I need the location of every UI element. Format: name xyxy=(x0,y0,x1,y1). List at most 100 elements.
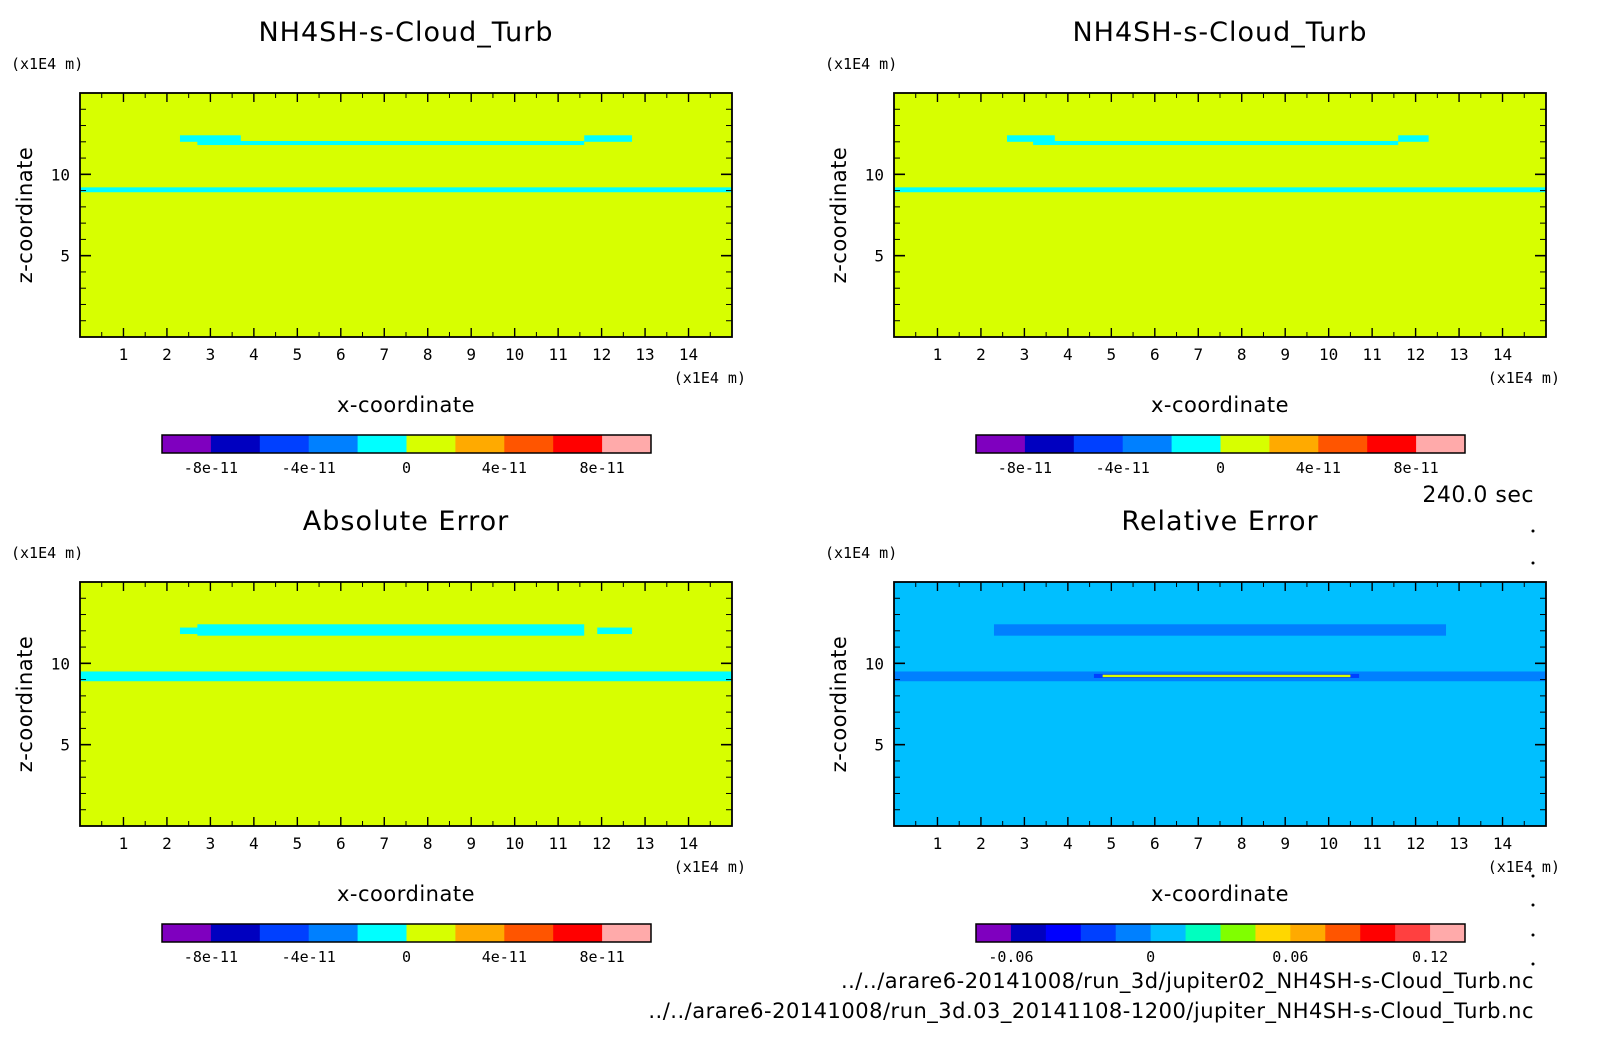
colorbar-segment xyxy=(1367,435,1417,453)
x-tick-label: 6 xyxy=(1150,345,1160,364)
contour-band xyxy=(894,187,1546,193)
x-tick-label: 14 xyxy=(679,834,698,853)
x-tick-label: 12 xyxy=(592,834,611,853)
y-unit-label: (x1E4 m) xyxy=(11,544,83,562)
x-tick-label: 3 xyxy=(206,834,216,853)
colorbar-label: 4e-11 xyxy=(1296,459,1341,477)
colorbar-label: 0 xyxy=(1216,459,1225,477)
x-tick-label: 11 xyxy=(549,834,568,853)
time-label: 240.0 sec xyxy=(1422,483,1534,508)
x-tick-label: 2 xyxy=(162,345,172,364)
edge-dots xyxy=(1531,529,1535,966)
x-tick-label: 3 xyxy=(206,345,216,364)
colorbar-label: 8e-11 xyxy=(1394,459,1439,477)
colorbar-segment xyxy=(1395,924,1431,942)
x-tick-label: 12 xyxy=(1406,345,1425,364)
contour-band xyxy=(1007,135,1055,142)
contour-band xyxy=(584,135,633,142)
x-tick-label: 9 xyxy=(466,345,476,364)
colorbar-segment xyxy=(1416,435,1466,453)
x-tick-label: 8 xyxy=(1237,345,1247,364)
colorbar-segment xyxy=(976,924,1012,942)
x-tick-label: 13 xyxy=(1449,834,1468,853)
colorbar-segment xyxy=(504,435,554,453)
plot-area xyxy=(894,93,1546,337)
x-tick-label: 1 xyxy=(933,345,943,364)
x-tick-label: 14 xyxy=(1493,834,1512,853)
plot-area xyxy=(80,582,732,826)
colorbar-label: -0.06 xyxy=(988,948,1033,966)
x-unit-label: (x1E4 m) xyxy=(674,858,746,876)
chart-panel-4: Relative Error(x1E4 m)1 2 3 4 5 6 7 8 9 10 11 12 13 1… xyxy=(825,506,1560,966)
colorbar-segment xyxy=(210,924,261,942)
colorbar-segment xyxy=(602,435,652,453)
chart-panel-2: NH4SH-s-Cloud_Turb(x1E4 m)1 2 3 4 5 6 7 8 9 10 11 1… xyxy=(825,17,1560,477)
x-tick-label: 4 xyxy=(249,345,259,364)
y-tick-label: 10 xyxy=(51,165,70,184)
plot-area xyxy=(80,93,732,337)
x-tick-label: 6 xyxy=(336,345,346,364)
colorbar-label: 8e-11 xyxy=(580,459,625,477)
x-tick-label: 11 xyxy=(1363,345,1382,364)
colorbar-label: 0.12 xyxy=(1412,948,1448,966)
y-unit-label: (x1E4 m) xyxy=(11,55,83,73)
colorbar-segment xyxy=(1360,924,1396,942)
colorbar-label: -8e-11 xyxy=(998,459,1052,477)
x-tick-label: 4 xyxy=(1063,345,1073,364)
x-axis-label: x-coordinate xyxy=(337,393,475,417)
panels: NH4SH-s-Cloud_Turb(x1E4 m)1 2 3 4 5 6 7 8 9 10 11 1… xyxy=(11,17,1560,966)
colorbar-label: -4e-11 xyxy=(282,459,336,477)
x-tick-label: 5 xyxy=(1107,834,1117,853)
colorbar-segment xyxy=(1255,924,1291,942)
x-tick-label: 3 xyxy=(1020,345,1030,364)
x-tick-label: 8 xyxy=(423,345,433,364)
chart-title: NH4SH-s-Cloud_Turb xyxy=(258,17,553,48)
x-tick-label: 11 xyxy=(549,345,568,364)
x-tick-label: 5 xyxy=(293,834,303,853)
x-tick-label: 7 xyxy=(379,345,389,364)
contour-band xyxy=(197,624,585,636)
colorbar-segment xyxy=(455,435,505,453)
x-unit-label: (x1E4 m) xyxy=(1488,369,1560,387)
x-tick-label: 1 xyxy=(119,834,129,853)
colorbar-segment xyxy=(308,435,359,453)
x-tick-label: 10 xyxy=(1319,834,1338,853)
chart-panel-1: NH4SH-s-Cloud_Turb(x1E4 m)1 2 3 4 5 6 7 8 9 10 11 1… xyxy=(11,17,746,477)
colorbar-label: -8e-11 xyxy=(184,948,238,966)
colorbar-segment xyxy=(1325,924,1361,942)
y-axis-label: z-coordinate xyxy=(13,636,37,773)
x-tick-label: 13 xyxy=(635,834,654,853)
y-axis-label: z-coordinate xyxy=(827,147,851,284)
x-tick-label: 11 xyxy=(1363,834,1382,853)
x-tick-label: 10 xyxy=(1319,345,1338,364)
y-tick-label: 5 xyxy=(60,736,70,755)
colorbar-frame xyxy=(161,923,652,943)
x-tick-label: 2 xyxy=(976,345,986,364)
x-tick-label: 7 xyxy=(379,834,389,853)
x-tick-label: 6 xyxy=(1150,834,1160,853)
y-unit-label: (x1E4 m) xyxy=(825,55,897,73)
colorbar-label: 0 xyxy=(1146,948,1155,966)
x-axis-label: x-coordinate xyxy=(337,882,475,906)
x-tick-label: 14 xyxy=(1493,345,1512,364)
contour-band xyxy=(179,627,224,635)
colorbar-segment xyxy=(1318,435,1368,453)
x-tick-label: 8 xyxy=(1237,834,1247,853)
x-tick-label: 10 xyxy=(505,345,524,364)
colorbar-segment xyxy=(1185,924,1221,942)
x-tick-label: 9 xyxy=(466,834,476,853)
colorbar-segment xyxy=(162,924,212,942)
x-tick-label: 10 xyxy=(505,834,524,853)
colorbar-segment xyxy=(455,924,505,942)
colorbar-label: -4e-11 xyxy=(1096,459,1150,477)
x-tick-label: 14 xyxy=(679,345,698,364)
x-tick-label: 4 xyxy=(249,834,259,853)
contour-band xyxy=(80,187,732,193)
x-tick-label: 2 xyxy=(976,834,986,853)
colorbar-segment xyxy=(308,924,359,942)
colorbar-segment xyxy=(1220,924,1256,942)
x-tick-label: 7 xyxy=(1193,345,1203,364)
x-tick-label: 12 xyxy=(592,345,611,364)
colorbar-segment xyxy=(1150,924,1187,942)
